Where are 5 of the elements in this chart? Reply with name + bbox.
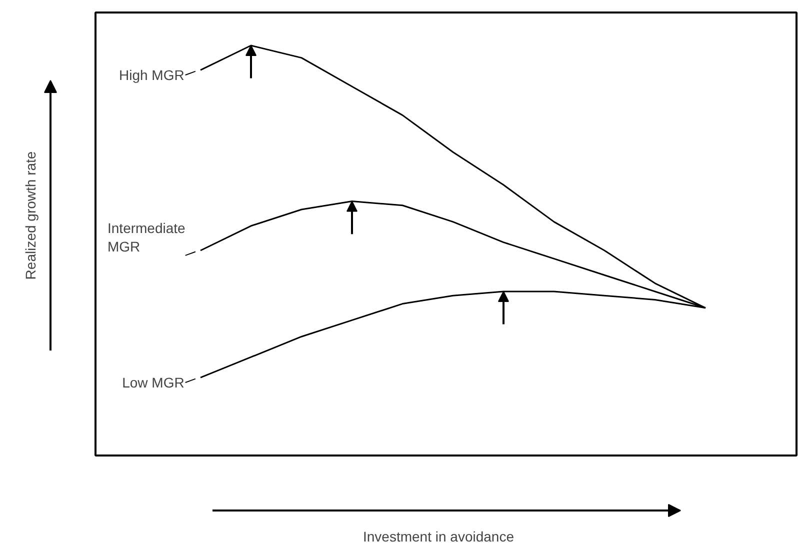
text: Investment in avoidance: [363, 528, 514, 543]
text: Realized growth rate: [22, 151, 38, 280]
series-label: Intermediate MGR: [108, 220, 186, 254]
legend-label: High MGR: [118, 67, 184, 84]
legend-label: Low MGR: [122, 374, 184, 391]
